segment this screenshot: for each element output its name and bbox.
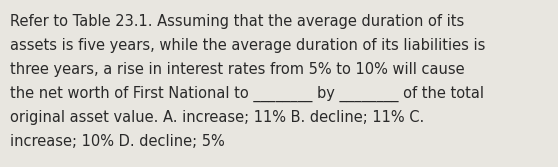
Text: original asset value. A. increase; 11% B. decline; 11% C.: original asset value. A. increase; 11% B… [10, 110, 424, 125]
Text: three years, a rise in interest rates from 5% to 10% will cause: three years, a rise in interest rates fr… [10, 62, 465, 77]
Text: increase; 10% D. decline; 5%: increase; 10% D. decline; 5% [10, 134, 225, 149]
Text: Refer to Table 23.1. Assuming that the average duration of its: Refer to Table 23.1. Assuming that the a… [10, 14, 464, 29]
Text: the net worth of First National to ________ by ________ of the total: the net worth of First National to _____… [10, 86, 484, 102]
Text: assets is five years, while the average duration of its liabilities is: assets is five years, while the average … [10, 38, 485, 53]
